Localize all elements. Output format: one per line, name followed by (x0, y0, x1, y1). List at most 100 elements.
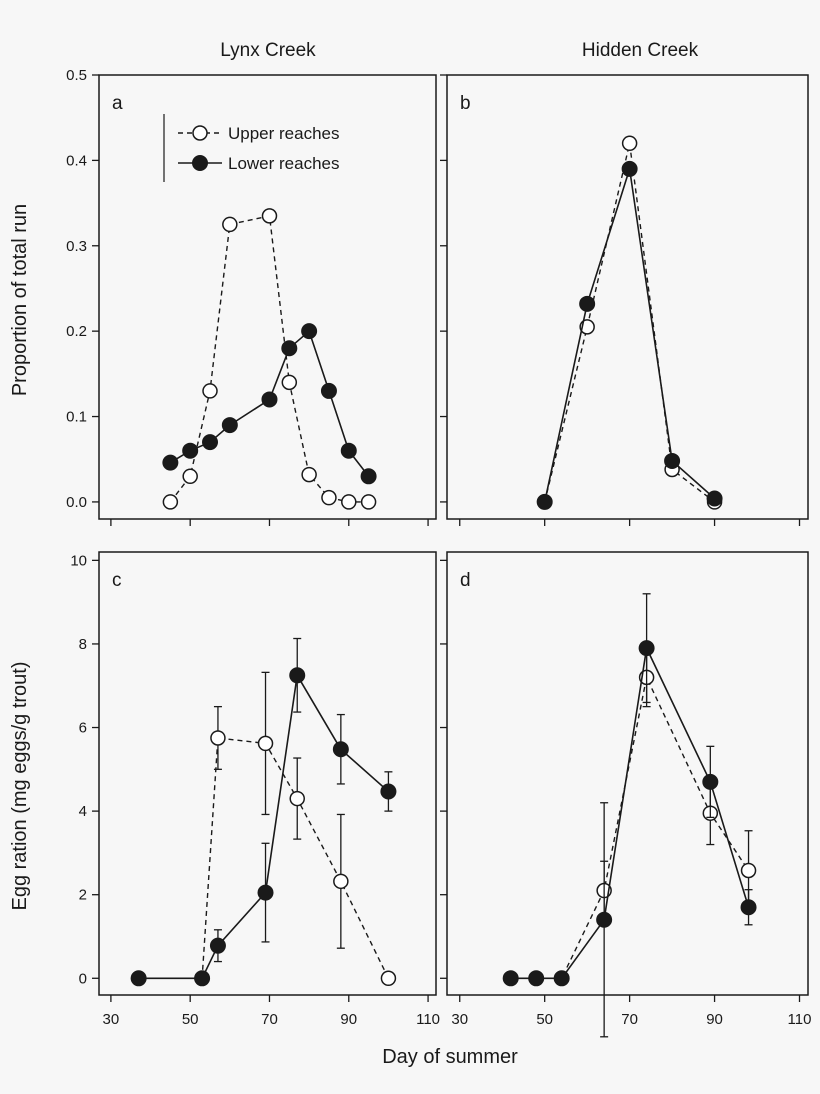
data-point (579, 295, 596, 312)
data-point (281, 340, 298, 357)
x-tick-label: 30 (103, 1011, 120, 1028)
data-point (162, 494, 179, 510)
panel-a: 0.0 0.1 0.2 0.3 0.4 0.5 a Upper reaches Lower re… (66, 67, 437, 526)
legend-marker-lower (192, 155, 208, 171)
data-point (320, 382, 337, 399)
series-line (169, 215, 369, 503)
data-point (341, 494, 357, 510)
data-point (360, 468, 377, 485)
data-point (702, 773, 719, 790)
data-point (202, 434, 219, 451)
x-tick-label: 110 (416, 1011, 440, 1028)
panel-frame (98, 551, 437, 996)
data-point (210, 730, 226, 746)
column-title-hidden-creek: Hidden Creek (582, 40, 699, 61)
y-axis-title-egg-ration: Egg ration (mg eggs/g trout) (9, 661, 31, 910)
data-point (332, 741, 349, 758)
data-point (380, 970, 397, 987)
data-point (706, 490, 723, 507)
x-tick-label: 90 (706, 1011, 723, 1028)
x-axis-title-day-of-summer: Day of summer (382, 1046, 518, 1068)
panel-letter: d (460, 570, 471, 591)
data-point (209, 937, 226, 954)
data-point (528, 970, 545, 987)
legend: Upper reaches Lower reaches (163, 114, 340, 182)
data-point (553, 970, 570, 987)
y-tick-label: 0.4 (66, 152, 87, 169)
y-tick-label: 6 (79, 720, 87, 737)
data-point (261, 391, 278, 408)
panel-b: b (440, 74, 809, 526)
data-point (130, 970, 147, 987)
data-point (380, 783, 397, 800)
data-point (664, 452, 681, 469)
x-tick-label: 110 (788, 1011, 812, 1028)
data-point (182, 442, 199, 459)
x-tick-label: 50 (536, 1011, 553, 1028)
y-axis-title-proportion: Proportion of total run (9, 204, 31, 396)
data-point (289, 667, 306, 684)
y-tick-label: 0.3 (66, 238, 87, 255)
data-point (221, 417, 238, 434)
data-point (740, 862, 757, 879)
legend-label-lower: Lower reaches (228, 154, 340, 173)
panel-letter: b (460, 93, 471, 114)
panel-letter: c (112, 570, 122, 591)
y-tick-label: 8 (79, 636, 87, 653)
x-tick-label: 70 (261, 1011, 278, 1028)
column-title-lynx-creek: Lynx Creek (220, 40, 316, 61)
panel-frame (98, 74, 437, 520)
data-point (301, 323, 318, 340)
y-tick-label: 0.1 (66, 409, 87, 426)
data-point (321, 489, 337, 506)
series-lower-reaches (130, 637, 397, 987)
y-tick-label: 0 (79, 970, 87, 987)
panel-frame (446, 551, 809, 996)
data-point (596, 911, 613, 928)
legend-marker-upper (192, 125, 208, 141)
panel-frame (446, 74, 809, 520)
series-line (169, 329, 370, 477)
data-point (502, 970, 519, 987)
data-point (261, 208, 278, 224)
y-tick-label: 0.0 (66, 494, 87, 511)
series-line (544, 143, 716, 503)
y-tick-label: 0.2 (66, 323, 87, 340)
data-point (301, 466, 317, 483)
panel-c: 0 2 4 6 8 10 30 50 70 90 110 c (70, 551, 440, 1028)
data-point (194, 970, 211, 987)
y-tick-label: 10 (70, 552, 87, 569)
panels: 0.0 0.1 0.2 0.3 0.4 0.5 a Upper reaches Lower re… (66, 67, 812, 1038)
data-point (638, 640, 655, 657)
data-point (281, 374, 298, 391)
data-point (289, 790, 305, 807)
series-upper-reaches (162, 208, 377, 510)
data-point (740, 899, 757, 916)
data-point (162, 454, 179, 471)
series-lower-reaches (536, 160, 723, 510)
x-tick-label: 90 (340, 1011, 357, 1028)
data-point (621, 135, 638, 152)
x-tick-label: 50 (182, 1011, 199, 1028)
series-lower-reaches (502, 593, 757, 1038)
data-point (182, 468, 198, 485)
y-tick-label: 4 (79, 803, 87, 820)
data-point (333, 873, 349, 890)
data-point (340, 442, 357, 459)
y-tick-label: 0.5 (66, 67, 87, 84)
x-tick-label: 30 (451, 1011, 468, 1028)
data-point (202, 383, 218, 399)
series-lower-reaches (162, 323, 377, 485)
panel-d: 30 50 70 90 110 d (440, 551, 812, 1038)
data-point (536, 493, 553, 510)
data-point (360, 494, 377, 510)
x-tick-label: 70 (621, 1011, 638, 1028)
panel-letter: a (112, 93, 123, 114)
legend-label-upper: Upper reaches (228, 124, 340, 143)
data-point (257, 735, 274, 752)
data-point (621, 160, 638, 177)
y-tick-label: 2 (79, 887, 87, 904)
data-point (222, 216, 238, 233)
